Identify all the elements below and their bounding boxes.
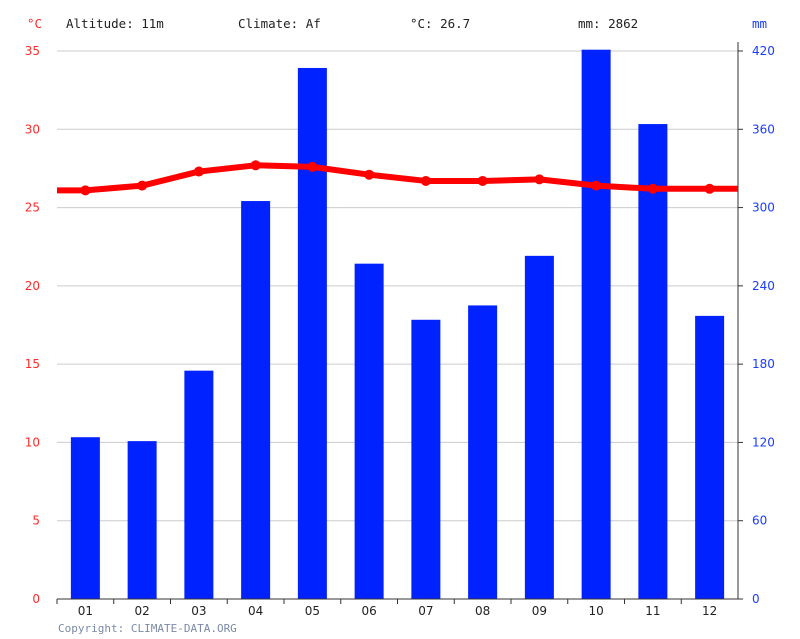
month-label: 11 <box>645 604 660 618</box>
left-axis-tick-label: 20 <box>25 279 40 293</box>
temperature-point <box>647 183 658 194</box>
left-axis-tick-label: 5 <box>32 514 40 528</box>
precipitation-bar <box>695 315 725 599</box>
precipitation-bar <box>297 67 327 599</box>
left-axis-tick-label: 0 <box>32 592 40 606</box>
month-label: 02 <box>134 604 149 618</box>
temperature-point <box>250 160 261 171</box>
precipitation-bar <box>468 305 498 599</box>
climate-label: Climate: Af <box>238 16 321 31</box>
temperature-point <box>80 185 91 196</box>
month-label: 03 <box>191 604 206 618</box>
left-axis-tick-label: 30 <box>25 122 40 136</box>
month-label: 05 <box>305 604 320 618</box>
temperature-point <box>477 175 488 186</box>
temperature-point <box>364 169 375 180</box>
month-label: 08 <box>475 604 490 618</box>
month-label: 10 <box>588 604 603 618</box>
temperature-point <box>534 174 545 185</box>
right-axis-tick-label: 240 <box>752 279 775 293</box>
annual-precipitation-label: mm: 2862 <box>578 16 639 31</box>
right-axis-tick-label: 0 <box>752 592 760 606</box>
left-axis-tick-label: 25 <box>25 201 40 215</box>
temperature-point <box>193 166 204 177</box>
precipitation-bar <box>184 370 214 599</box>
temperature-point <box>307 161 318 172</box>
left-axis-tick-label: 15 <box>25 357 40 371</box>
right-axis-tick-label: 360 <box>752 122 775 136</box>
right-axis-tick-label: 60 <box>752 514 767 528</box>
precipitation-bar <box>354 263 384 599</box>
left-axis-tick-label: 35 <box>25 44 40 58</box>
precipitation-bar <box>638 124 668 600</box>
left-axis-unit: °C <box>27 16 43 31</box>
temperature-point <box>137 180 148 191</box>
right-axis-tick-label: 420 <box>752 44 775 58</box>
precipitation-bar <box>581 49 611 599</box>
month-label: 06 <box>361 604 376 618</box>
month-label: 12 <box>702 604 717 618</box>
left-axis-tick-label: 10 <box>25 435 40 449</box>
precipitation-bar <box>241 201 271 600</box>
source-label: Copyright: CLIMATE-DATA.ORG <box>58 622 237 635</box>
right-axis-unit: mm <box>752 16 768 31</box>
temperature-line <box>57 162 738 194</box>
precipitation-bar <box>70 437 100 599</box>
month-label: 07 <box>418 604 433 618</box>
temperature-point <box>591 180 602 191</box>
precipitation-bar <box>524 255 554 599</box>
average-temperature-label: °C: 26.7 <box>410 16 471 31</box>
month-label: 04 <box>248 604 263 618</box>
precipitation-bar <box>127 441 157 599</box>
month-label: 01 <box>78 604 93 618</box>
right-axis-tick-label: 120 <box>752 435 775 449</box>
month-label: 09 <box>532 604 547 618</box>
altitude-label: Altitude: 11m <box>66 16 164 31</box>
temperature-point <box>704 183 715 194</box>
temperature-point <box>420 175 431 186</box>
precipitation-bar <box>411 319 441 599</box>
right-axis-tick-label: 300 <box>752 201 775 215</box>
right-axis-tick-label: 180 <box>752 357 775 371</box>
